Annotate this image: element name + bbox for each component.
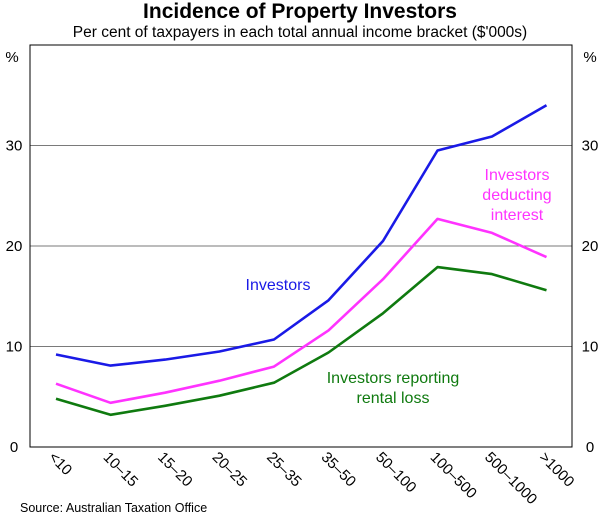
series-line-2 <box>55 265 547 417</box>
y-tick-right-0: 0 <box>586 439 594 456</box>
chart-title: Incidence of Property Investors <box>143 0 457 23</box>
gridlines <box>30 145 572 347</box>
y-tick-left-3: 30 <box>6 138 23 155</box>
series-label-1-line-1: deducting <box>482 187 551 204</box>
y-tick-left-0: 0 <box>10 439 18 456</box>
series-label-0-line-0: Investors <box>246 277 311 294</box>
plot-frame <box>29 44 573 448</box>
x-tick-8: 500–1000 <box>481 449 540 508</box>
x-tick-2: 15–20 <box>154 449 196 491</box>
y-tick-right-3: 30 <box>582 138 599 155</box>
y-tick-right-1: 10 <box>582 339 599 356</box>
x-tick-9: >1000 <box>536 449 578 491</box>
x-tick-7: 100–500 <box>427 449 480 502</box>
series-label-1-line-0: Investors <box>485 167 550 184</box>
x-tick-0: <10 <box>45 449 75 479</box>
y-unit-right: % <box>583 49 596 66</box>
source-note: Source: Australian Taxation Office <box>20 501 207 515</box>
y-tick-left-2: 20 <box>6 238 23 255</box>
y-tick-labels: 0 0 10 10 20 20 30 30 <box>6 138 599 457</box>
series-label-2-line-0: Investors reporting <box>327 370 460 387</box>
x-tick-6: 50–100 <box>372 449 419 496</box>
chart-subtitle: Per cent of taxpayers in each total annu… <box>73 24 527 41</box>
series-label-1-line-2: interest <box>491 207 544 224</box>
y-tick-right-2: 20 <box>582 238 599 255</box>
y-unit-left: % <box>5 49 18 66</box>
x-tick-5: 35–50 <box>318 449 360 491</box>
series-label-2-line-1: rental loss <box>357 390 430 407</box>
series-line-0 <box>55 104 548 367</box>
x-tick-3: 20–25 <box>209 449 251 491</box>
y-tick-left-1: 10 <box>6 339 23 356</box>
series-labels: Investors Investors deducting interest Inves… <box>246 167 552 407</box>
x-tick-4: 25–35 <box>263 449 305 491</box>
series-line-1 <box>55 217 548 405</box>
x-tick-labels: <10 10–15 15–20 20–25 25–35 35–50 50–100 100–50… <box>45 449 577 508</box>
x-tick-1: 10–15 <box>100 449 142 491</box>
series-lines <box>55 104 548 417</box>
